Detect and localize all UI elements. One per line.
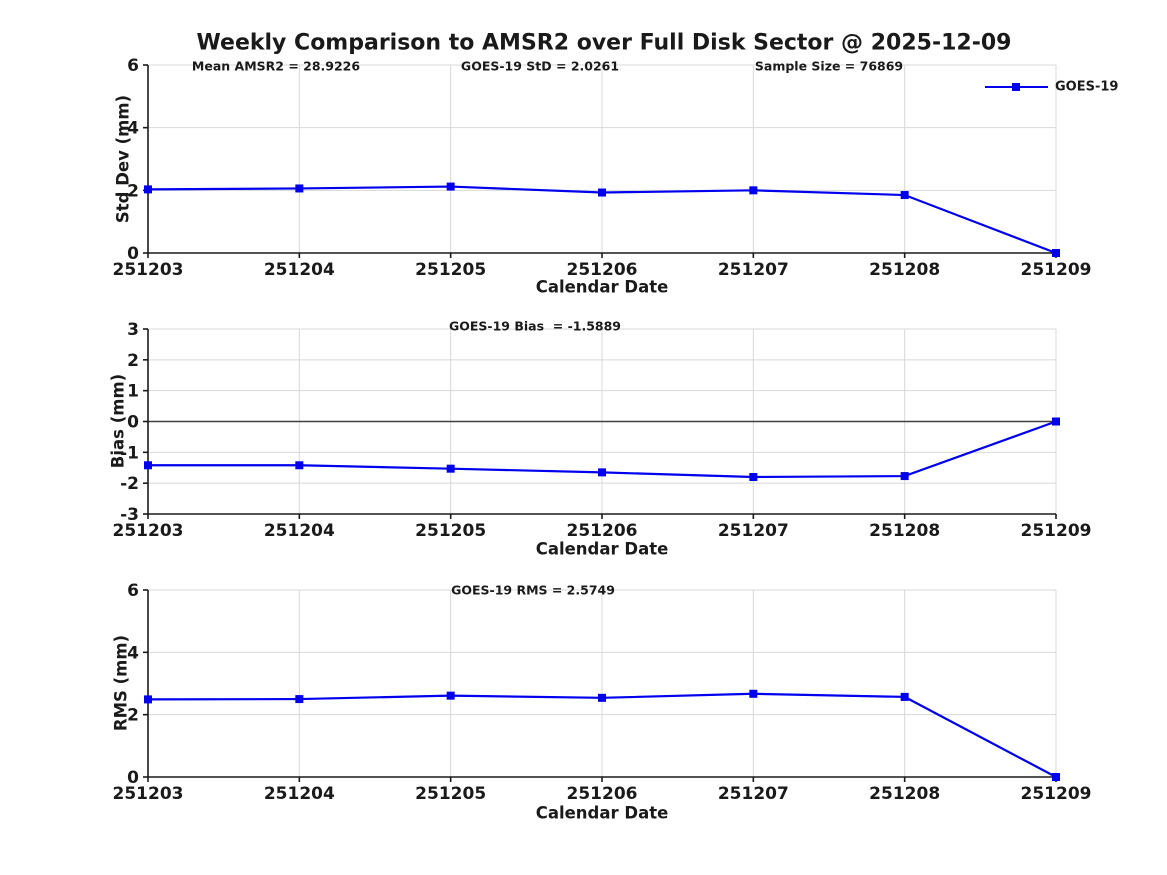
data-point-marker	[295, 695, 304, 704]
annotation-mean-amsr2: Mean AMSR2 = 28.9226	[191, 58, 361, 74]
x-tick-label: 251203	[113, 784, 184, 804]
x-tick-label: 251209	[1021, 260, 1092, 280]
x-tick-label: 251208	[869, 521, 940, 541]
x-tick-label: 251205	[415, 260, 486, 280]
data-point-marker	[749, 473, 758, 481]
x-tick-label: 251208	[869, 784, 940, 804]
y-tick-label: 2	[127, 706, 139, 726]
data-point-marker	[598, 468, 606, 477]
y-tick-label: 0	[127, 244, 139, 264]
y-tick-label: 0	[127, 413, 139, 433]
x-tick-label: 251205	[415, 784, 486, 804]
y-tick-label: -2	[120, 474, 139, 494]
annotation-goes19-bias: GOES-19 Bias = -1.5889	[448, 318, 622, 334]
y-tick-label: 2	[127, 351, 139, 371]
data-point-marker	[446, 691, 455, 700]
y-tick-label: 0	[127, 768, 139, 788]
data-point-marker	[144, 695, 152, 704]
y-tick-label: 3	[127, 320, 139, 340]
y-axis-label-bias: Bias (mm)	[108, 373, 128, 469]
x-tick-label: 251204	[264, 784, 335, 804]
x-axis-label-rms: Calendar Date	[535, 803, 669, 823]
data-point-marker	[144, 461, 152, 470]
y-tick-label: -3	[120, 505, 139, 525]
data-point-marker	[1052, 773, 1060, 781]
data-point-marker	[446, 464, 455, 473]
y-tick-label: 6	[127, 56, 139, 76]
y-tick-label: -1	[120, 443, 139, 463]
x-tick-label: 251207	[718, 784, 789, 804]
y-tick-label: 1	[127, 382, 139, 402]
figure-title: Weekly Comparison to AMSR2 over Full Dis…	[196, 30, 1012, 56]
x-tick-label: 251206	[567, 784, 638, 804]
annotation-goes19-rms: GOES-19 RMS = 2.5749	[451, 582, 615, 598]
data-point-marker	[900, 191, 909, 200]
x-tick-label: 251204	[264, 260, 335, 280]
y-tick-label: 4	[127, 119, 139, 139]
y-tick-label: 4	[127, 643, 139, 663]
x-axis-label-stddev: Calendar Date	[535, 277, 669, 297]
x-tick-label: 251206	[567, 260, 638, 280]
x-tick-label: 251207	[718, 521, 789, 541]
data-point-marker	[446, 182, 455, 191]
x-tick-label: 251209	[1021, 784, 1092, 804]
data-point-marker	[900, 692, 909, 701]
annotation-sample-size: Sample Size = 76869	[754, 58, 904, 74]
data-point-marker	[749, 689, 758, 698]
y-axis-label-stddev: Std Dev (mm)	[113, 94, 133, 224]
y-axis-label-rms: RMS (mm)	[111, 634, 131, 732]
annotation-goes19-std: GOES-19 StD = 2.0261	[460, 58, 620, 74]
x-axis-label-bias: Calendar Date	[535, 539, 669, 559]
data-point-marker	[1052, 417, 1060, 426]
data-point-marker	[598, 188, 606, 197]
data-point-marker	[295, 184, 304, 193]
legend-marker	[1012, 83, 1020, 91]
data-point-marker	[598, 693, 606, 702]
x-tick-label: 251203	[113, 521, 184, 541]
x-tick-label: 251209	[1021, 521, 1092, 541]
legend-label: GOES-19	[1055, 79, 1119, 95]
x-tick-label: 251204	[264, 521, 335, 541]
x-tick-label: 251207	[718, 260, 789, 280]
x-tick-label: 251203	[113, 260, 184, 280]
y-tick-label: 6	[127, 581, 139, 601]
data-point-marker	[900, 472, 909, 481]
x-tick-label: 251206	[567, 521, 638, 541]
x-tick-label: 251208	[869, 260, 940, 280]
data-point-marker	[144, 185, 152, 194]
y-tick-label: 2	[127, 181, 139, 201]
data-point-marker	[749, 186, 758, 195]
x-tick-label: 251205	[415, 521, 486, 541]
data-point-marker	[295, 461, 304, 470]
data-point-marker	[1052, 249, 1060, 257]
